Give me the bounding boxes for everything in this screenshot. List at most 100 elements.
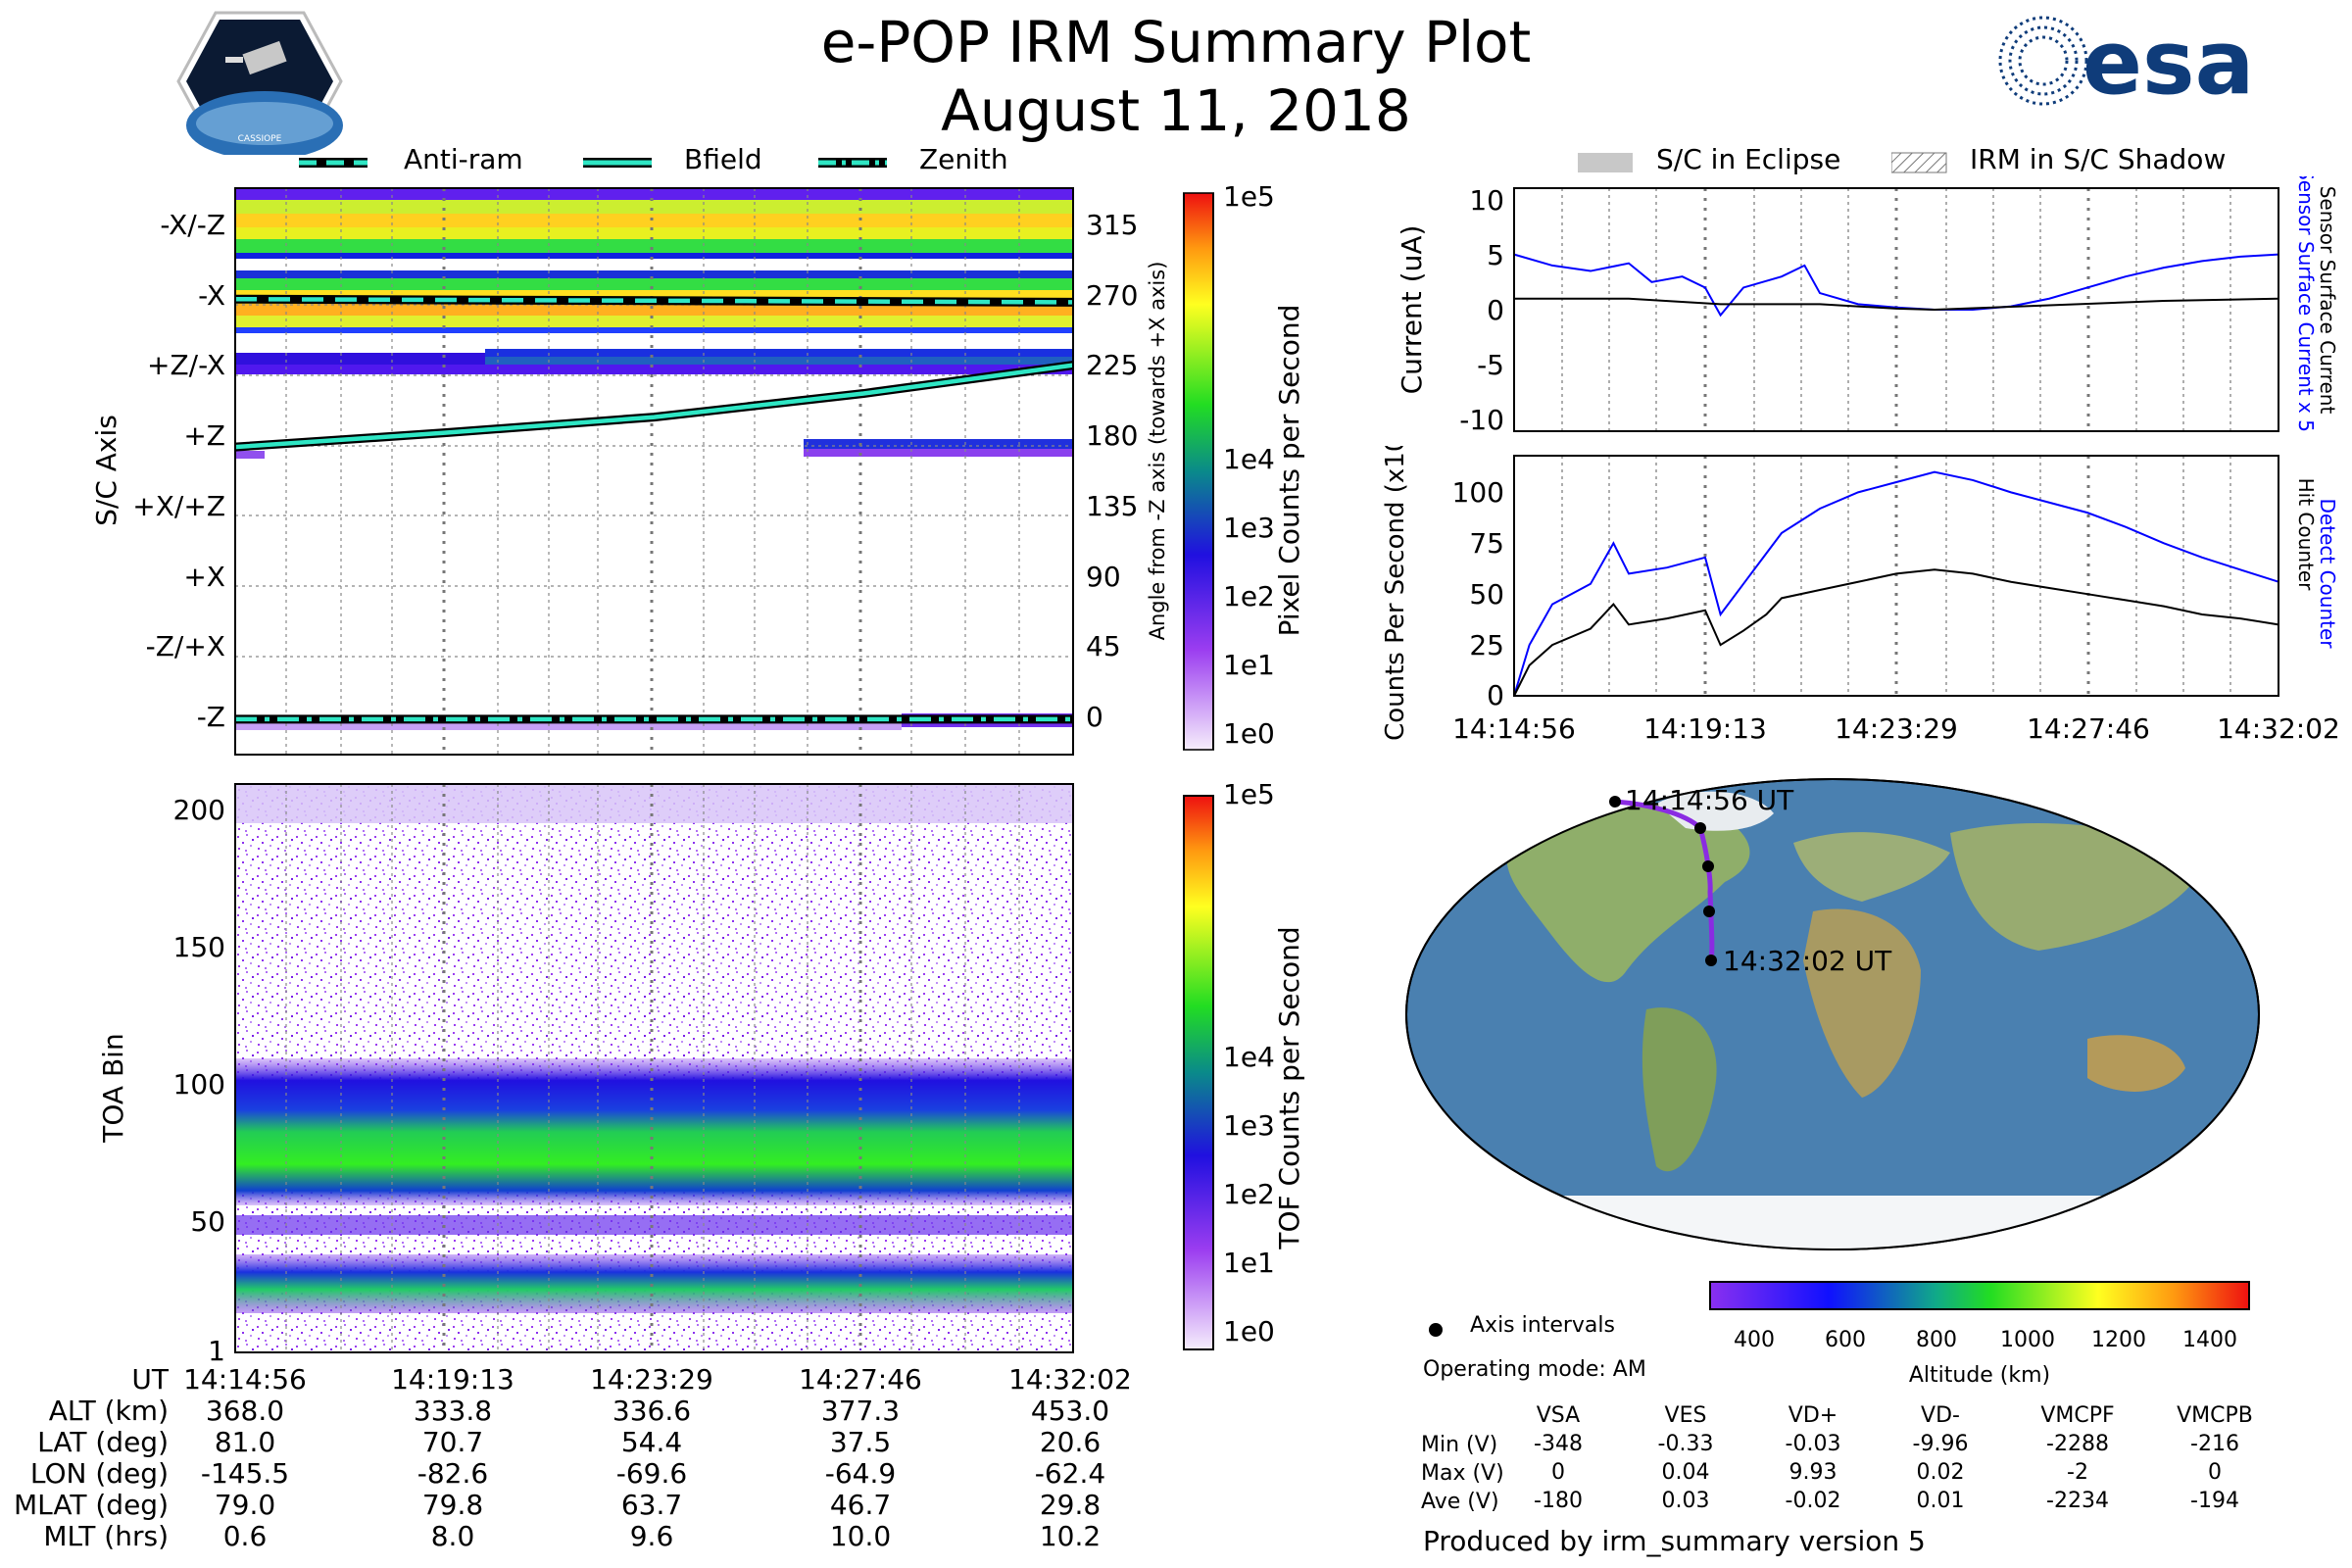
current-ytick-5: 5: [1487, 239, 1504, 271]
sc-axis-grid: [235, 188, 1073, 755]
toa-ytick-100: 100: [173, 1068, 225, 1101]
vt-row-label-2: Ave (V): [1421, 1490, 1499, 1514]
ut-row-label-1: ALT (km): [48, 1395, 169, 1427]
sc-y2tick-0: 315: [1086, 209, 1138, 241]
counts-ytick-100: 100: [1452, 476, 1504, 509]
sc-axis-chart: -X/-Z -X +Z/-X +Z +X/+Z +X -Z/+X -Z S/C …: [90, 180, 1305, 756]
ut-row-label-4: MLAT (deg): [13, 1489, 169, 1521]
tof-cb-tick-0: 1e0: [1223, 1315, 1275, 1348]
counts-right-label-blue: Detect Counter: [2316, 499, 2339, 650]
vt-col-4: VMCPF -2288 -2 -2234: [2040, 1403, 2115, 1513]
sc-ytick-1: -X: [198, 279, 225, 312]
ut-row-label-5: MLT (hrs): [43, 1520, 169, 1552]
sc-y2tick-5: 90: [1086, 561, 1121, 593]
pixel-colorbar-ticks: 1e0 1e1 1e2 1e3 1e4 1e5: [1223, 180, 1275, 750]
ut-col-3: 14:27:46 377.3 37.5 -64.9 46.7 10.0: [799, 1363, 922, 1552]
sc-ytick-2: +Z/-X: [147, 349, 225, 381]
counts-xtick-1: 14:19:13: [1643, 712, 1767, 745]
world-map: 14:14:56 UT 14:32:02 UT: [1405, 778, 2260, 1250]
sc-ytick-0: -X/-Z: [160, 209, 225, 241]
counts-xtick-0: 14:14:56: [1452, 712, 1576, 745]
alt-cb-tick-1: 600: [1825, 1328, 1866, 1352]
sc-axis-y2-labels: 315 270 225 180 135 90 45 0: [1086, 209, 1138, 733]
current-ytick-10: 10: [1469, 184, 1504, 217]
tof-cb-tick-3: 1e3: [1223, 1109, 1275, 1142]
toa-ylabel: TOA Bin: [97, 1033, 129, 1143]
legend-shadow: IRM in S/C Shadow: [1970, 143, 2227, 175]
counts-xtick-4: 14:32:02: [2217, 712, 2340, 745]
vt-row-label-0: Min (V): [1421, 1433, 1498, 1457]
ut-table: UT ALT (km) LAT (deg) LON (deg) MLAT (de…: [0, 1364, 1176, 1560]
axis-intervals-label: Axis intervals: [1470, 1313, 1615, 1338]
page-date: August 11, 2018: [941, 77, 1411, 144]
alt-cb-tick-3: 1000: [2000, 1328, 2055, 1352]
sc-ytick-5: +X: [183, 561, 225, 593]
current-ytick-m5: -5: [1477, 349, 1504, 381]
axis-interval-dot: [1429, 1323, 1443, 1337]
pixel-cb-tick-5: 1e5: [1223, 180, 1275, 213]
agency-logo-text: esa: [2082, 12, 2254, 108]
current-series-0: [1513, 253, 2279, 318]
ut-col-4: 14:32:02 453.0 20.6 -62.4 29.8 10.2: [1008, 1363, 1132, 1552]
vt-col-3: VD- -9.96 0.02 0.01: [1912, 1403, 1969, 1513]
ut-col-1: 14:19:13 333.8 70.7 -82.6 79.8 8.0: [391, 1363, 514, 1552]
pixel-colorbar: [1183, 192, 1214, 751]
pixel-colorbar-label: Pixel Counts per Second: [1273, 305, 1305, 637]
operating-mode: Operating mode: AM: [1423, 1357, 1646, 1382]
counts-ytick-25: 25: [1469, 629, 1504, 662]
counts-y-ticks: 0 25 50 75 100: [1452, 476, 1504, 711]
voltage-table: Min (V) Max (V) Ave (V) VSA -348 0 -180 VE…: [1421, 1401, 2303, 1519]
vt-col-2: VD+ -0.03 9.93 -0.02: [1785, 1403, 1841, 1513]
current-chart: 10 5 0 -5 -10 Current (uA) Sensor Surfac…: [1396, 176, 2339, 436]
counts-ytick-0: 0: [1487, 679, 1504, 711]
map-start-label: 14:14:56 UT: [1625, 784, 1794, 816]
current-ylabel: Current (uA): [1396, 225, 1428, 395]
tof-colorbar-ticks: 1e0 1e1 1e2 1e3 1e4 1e5: [1223, 778, 1275, 1348]
sc-line-solid: [234, 363, 1074, 450]
mission-badge: CASSIOPE: [176, 8, 343, 160]
pixel-cb-tick-2: 1e2: [1223, 580, 1275, 612]
toa-ytick-200: 200: [173, 794, 225, 826]
legend-eclipse: S/C in Eclipse: [1656, 143, 1841, 175]
counts-x-ticks: 14:14:56 14:19:13 14:23:29 14:27:46 14:3…: [1452, 712, 2340, 745]
produced-by: Produced by irm_summary version 5: [1423, 1525, 1926, 1557]
counts-xtick-3: 14:27:46: [2027, 712, 2150, 745]
current-right-label-blue: Sensor Surface Current x 5: [2294, 176, 2318, 432]
agency-logo: esa: [1989, 10, 2283, 115]
sc-axis-y-labels: -X/-Z -X +Z/-X +Z +X/+Z +X -Z/+X -Z: [132, 209, 225, 733]
alt-cb-tick-0: 400: [1734, 1328, 1775, 1352]
legend-bfield: Bfield: [684, 143, 762, 175]
ut-row-label-3: LON (deg): [29, 1457, 169, 1490]
toa-chart: 200 150 100 50 1 TOA Bin 1e0 1e1 1e2 1e3…: [97, 778, 1305, 1362]
sc-line-dashed: [234, 296, 1074, 305]
tof-colorbar-label: TOF Counts per Second: [1273, 926, 1305, 1250]
alt-cb-label: Altitude (km): [1909, 1363, 2050, 1388]
sc-ytick-4: +X/+Z: [132, 490, 225, 522]
pixel-cb-tick-3: 1e3: [1223, 512, 1275, 544]
current-ytick-0: 0: [1487, 294, 1504, 326]
vt-col-5: VMCPB -216 0 -194: [2177, 1403, 2253, 1513]
counts-right-label-black: Hit Counter: [2294, 478, 2318, 591]
sc-ytick-7: -Z: [197, 701, 225, 733]
ut-col-0: 14:14:56 368.0 81.0 -145.5 79.0 0.6: [183, 1363, 307, 1552]
sc-ytick-3: +Z: [183, 419, 225, 452]
sc-y2tick-2: 225: [1086, 349, 1138, 381]
legend-zenith: Zenith: [919, 143, 1008, 175]
mission-badge-text: CASSIOPE: [238, 134, 282, 144]
ut-col-2: 14:23:29 336.6 54.4 -69.6 63.7 9.6: [590, 1363, 713, 1552]
sc-y2tick-6: 45: [1086, 630, 1121, 662]
counts-ytick-75: 75: [1469, 527, 1504, 560]
tof-colorbar: [1183, 795, 1214, 1350]
page-title: e-POP IRM Summary Plot: [820, 9, 1532, 75]
toa-ytick-50: 50: [190, 1205, 225, 1238]
current-y-ticks: 10 5 0 -5 -10: [1459, 184, 1504, 436]
current-right-label-black: Sensor Surface Current: [2316, 186, 2339, 415]
legend-anti-ram: Anti-ram: [404, 143, 523, 175]
top-legend: Anti-ram Bfield Zenith: [294, 143, 1058, 182]
current-ytick-m10: -10: [1459, 404, 1504, 436]
alt-cb-tick-5: 1400: [2182, 1328, 2237, 1352]
counts-ytick-50: 50: [1469, 578, 1504, 611]
counts-series-0: [1513, 470, 2279, 697]
sc-ytick-6: -Z/+X: [146, 630, 225, 662]
axis-interval-points: [1609, 796, 1717, 966]
